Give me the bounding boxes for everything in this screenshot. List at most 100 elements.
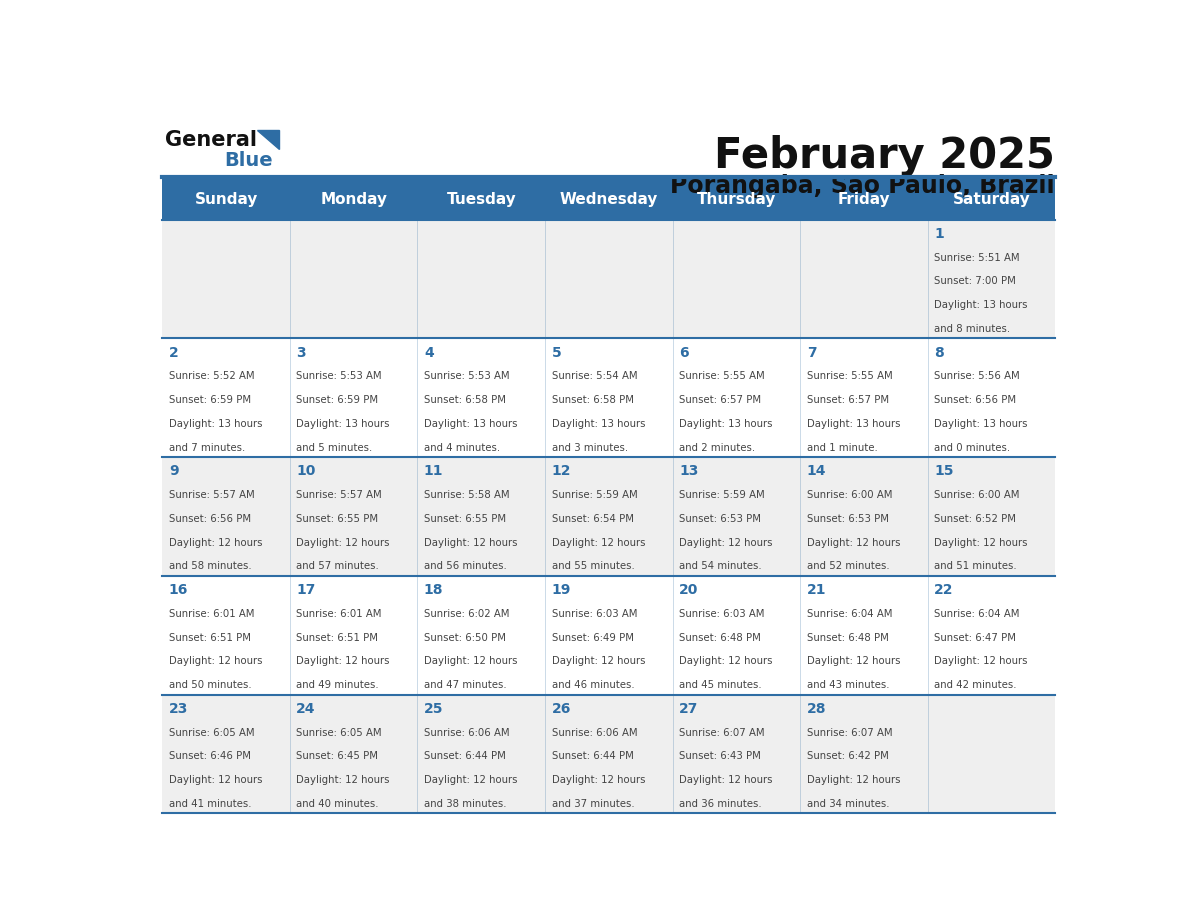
Text: and 58 minutes.: and 58 minutes. (169, 561, 252, 571)
Text: Daylight: 12 hours: Daylight: 12 hours (551, 656, 645, 666)
Text: Daylight: 12 hours: Daylight: 12 hours (296, 656, 390, 666)
Text: and 50 minutes.: and 50 minutes. (169, 680, 252, 690)
Text: Wednesday: Wednesday (560, 192, 658, 207)
Text: Sunrise: 5:59 AM: Sunrise: 5:59 AM (551, 490, 637, 500)
Text: 17: 17 (296, 583, 316, 597)
Text: Daylight: 12 hours: Daylight: 12 hours (169, 538, 263, 548)
Text: Sunrise: 6:07 AM: Sunrise: 6:07 AM (807, 728, 892, 738)
Text: 15: 15 (934, 465, 954, 478)
Text: Sunday: Sunday (195, 192, 258, 207)
Text: and 42 minutes.: and 42 minutes. (934, 680, 1017, 690)
Text: and 36 minutes.: and 36 minutes. (680, 799, 762, 809)
Text: Daylight: 12 hours: Daylight: 12 hours (680, 656, 772, 666)
Text: 24: 24 (296, 701, 316, 716)
Text: Sunrise: 5:52 AM: Sunrise: 5:52 AM (169, 372, 254, 382)
Text: Sunset: 6:48 PM: Sunset: 6:48 PM (807, 633, 889, 643)
Text: Daylight: 12 hours: Daylight: 12 hours (296, 775, 390, 785)
Text: Sunrise: 6:03 AM: Sunrise: 6:03 AM (680, 609, 765, 619)
Text: and 40 minutes.: and 40 minutes. (296, 799, 379, 809)
Text: 1: 1 (934, 227, 944, 241)
Text: February 2025: February 2025 (714, 135, 1055, 177)
Text: Daylight: 12 hours: Daylight: 12 hours (169, 775, 263, 785)
Text: and 57 minutes.: and 57 minutes. (296, 561, 379, 571)
Text: Tuesday: Tuesday (447, 192, 516, 207)
Text: Sunrise: 6:07 AM: Sunrise: 6:07 AM (680, 728, 765, 738)
FancyBboxPatch shape (163, 695, 1055, 813)
Text: Sunrise: 5:55 AM: Sunrise: 5:55 AM (680, 372, 765, 382)
Text: Daylight: 12 hours: Daylight: 12 hours (680, 775, 772, 785)
Text: Sunset: 6:56 PM: Sunset: 6:56 PM (169, 514, 251, 524)
Text: and 54 minutes.: and 54 minutes. (680, 561, 762, 571)
Text: Daylight: 12 hours: Daylight: 12 hours (807, 656, 901, 666)
Text: Sunset: 6:55 PM: Sunset: 6:55 PM (424, 514, 506, 524)
Text: Sunrise: 5:54 AM: Sunrise: 5:54 AM (551, 372, 637, 382)
Text: Sunrise: 6:06 AM: Sunrise: 6:06 AM (551, 728, 637, 738)
Text: 9: 9 (169, 465, 178, 478)
Text: Sunset: 6:51 PM: Sunset: 6:51 PM (296, 633, 378, 643)
FancyBboxPatch shape (163, 339, 1055, 457)
Text: 26: 26 (551, 701, 571, 716)
Text: Sunset: 6:44 PM: Sunset: 6:44 PM (551, 752, 633, 761)
Text: 18: 18 (424, 583, 443, 597)
Text: and 5 minutes.: and 5 minutes. (296, 442, 373, 453)
Text: Daylight: 13 hours: Daylight: 13 hours (934, 300, 1028, 310)
Text: and 1 minute.: and 1 minute. (807, 442, 878, 453)
Text: and 51 minutes.: and 51 minutes. (934, 561, 1017, 571)
Text: Sunset: 7:00 PM: Sunset: 7:00 PM (934, 276, 1016, 286)
Text: and 3 minutes.: and 3 minutes. (551, 442, 627, 453)
Text: Daylight: 13 hours: Daylight: 13 hours (934, 419, 1028, 429)
Text: 7: 7 (807, 345, 816, 360)
Text: Sunset: 6:53 PM: Sunset: 6:53 PM (807, 514, 889, 524)
Text: Daylight: 12 hours: Daylight: 12 hours (934, 538, 1028, 548)
Text: 2: 2 (169, 345, 178, 360)
Text: General: General (165, 130, 257, 150)
Text: and 41 minutes.: and 41 minutes. (169, 799, 251, 809)
Text: Sunrise: 6:04 AM: Sunrise: 6:04 AM (934, 609, 1019, 619)
Text: 10: 10 (296, 465, 316, 478)
Text: Thursday: Thursday (696, 192, 776, 207)
Text: and 34 minutes.: and 34 minutes. (807, 799, 889, 809)
Text: 14: 14 (807, 465, 826, 478)
Text: 22: 22 (934, 583, 954, 597)
Text: Sunset: 6:50 PM: Sunset: 6:50 PM (424, 633, 506, 643)
Text: Sunrise: 6:03 AM: Sunrise: 6:03 AM (551, 609, 637, 619)
Text: Sunrise: 6:04 AM: Sunrise: 6:04 AM (807, 609, 892, 619)
Text: and 46 minutes.: and 46 minutes. (551, 680, 634, 690)
Text: Daylight: 13 hours: Daylight: 13 hours (296, 419, 390, 429)
Text: 21: 21 (807, 583, 826, 597)
Text: 8: 8 (934, 345, 944, 360)
Text: 4: 4 (424, 345, 434, 360)
Text: Sunset: 6:51 PM: Sunset: 6:51 PM (169, 633, 251, 643)
Text: Friday: Friday (838, 192, 890, 207)
Text: Sunrise: 6:00 AM: Sunrise: 6:00 AM (934, 490, 1019, 500)
Text: 6: 6 (680, 345, 689, 360)
Text: Sunset: 6:47 PM: Sunset: 6:47 PM (934, 633, 1016, 643)
Text: 28: 28 (807, 701, 826, 716)
Text: Sunset: 6:57 PM: Sunset: 6:57 PM (807, 395, 889, 405)
Text: Sunrise: 6:05 AM: Sunrise: 6:05 AM (169, 728, 254, 738)
Text: and 56 minutes.: and 56 minutes. (424, 561, 506, 571)
FancyBboxPatch shape (163, 576, 1055, 695)
Text: and 47 minutes.: and 47 minutes. (424, 680, 506, 690)
Text: 3: 3 (296, 345, 307, 360)
Text: 27: 27 (680, 701, 699, 716)
Text: Sunset: 6:59 PM: Sunset: 6:59 PM (296, 395, 379, 405)
Text: Daylight: 12 hours: Daylight: 12 hours (551, 538, 645, 548)
Text: Sunset: 6:43 PM: Sunset: 6:43 PM (680, 752, 762, 761)
Text: Daylight: 13 hours: Daylight: 13 hours (680, 419, 772, 429)
Text: Monday: Monday (321, 192, 387, 207)
Text: Daylight: 13 hours: Daylight: 13 hours (551, 419, 645, 429)
Text: Sunrise: 6:06 AM: Sunrise: 6:06 AM (424, 728, 510, 738)
Text: and 2 minutes.: and 2 minutes. (680, 442, 756, 453)
Text: Sunset: 6:54 PM: Sunset: 6:54 PM (551, 514, 633, 524)
Text: and 4 minutes.: and 4 minutes. (424, 442, 500, 453)
Text: Sunset: 6:53 PM: Sunset: 6:53 PM (680, 514, 762, 524)
Text: Sunset: 6:59 PM: Sunset: 6:59 PM (169, 395, 251, 405)
Text: Daylight: 12 hours: Daylight: 12 hours (169, 656, 263, 666)
Text: Sunrise: 5:58 AM: Sunrise: 5:58 AM (424, 490, 510, 500)
Text: and 43 minutes.: and 43 minutes. (807, 680, 889, 690)
FancyBboxPatch shape (163, 219, 1055, 339)
Text: Sunset: 6:55 PM: Sunset: 6:55 PM (296, 514, 379, 524)
Text: Sunset: 6:49 PM: Sunset: 6:49 PM (551, 633, 633, 643)
Text: Sunset: 6:58 PM: Sunset: 6:58 PM (551, 395, 633, 405)
